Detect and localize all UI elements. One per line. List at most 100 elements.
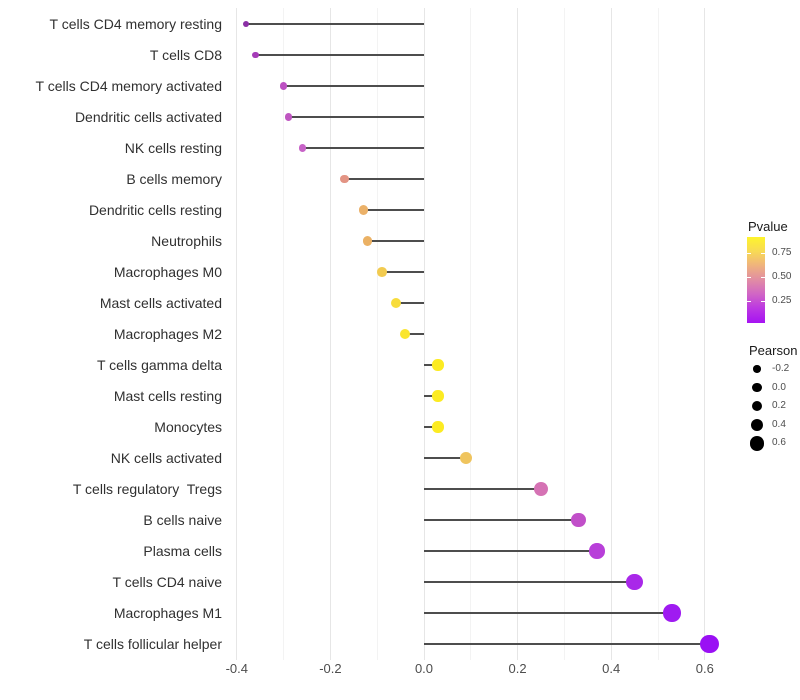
lollipop-dot — [363, 236, 373, 246]
lollipop-stem — [424, 612, 673, 614]
lollipop-stem — [363, 209, 424, 211]
lollipop-stem — [424, 426, 439, 428]
lollipop-stem — [405, 333, 424, 335]
y-axis-label: NK cells resting — [124, 140, 222, 156]
x-axis-tick-label: 0.2 — [508, 661, 527, 676]
pvalue-tick-label: 0.75 — [772, 247, 792, 259]
pvalue-legend-title: Pvalue — [748, 219, 788, 234]
y-axis-label: T cells CD8 — [149, 47, 222, 63]
x-axis-tick-label: 0.6 — [695, 661, 714, 676]
y-axis-label: T cells CD4 naive — [112, 574, 222, 590]
lollipop-dot — [390, 297, 401, 309]
y-axis-label: Monocytes — [154, 419, 222, 435]
pvalue-colorbar — [747, 237, 765, 323]
pearson-legend-dot — [751, 400, 763, 412]
lollipop-stem — [367, 240, 424, 242]
lollipop-dot — [589, 543, 605, 559]
x-gridline-major — [610, 8, 612, 660]
y-axis-label: T cells CD4 memory activated — [35, 78, 222, 94]
lollipop-dot — [663, 604, 681, 622]
lollipop-stem — [302, 147, 424, 149]
y-axis-label: Mast cells resting — [113, 388, 222, 404]
pvalue-tick-mark — [761, 277, 765, 279]
y-axis-label: Macrophages M0 — [113, 264, 222, 280]
pearson-legend-dot — [749, 436, 765, 451]
lollipop-stem — [381, 271, 424, 273]
pearson-legend-label: 0.0 — [772, 381, 786, 393]
lollipop-dot — [534, 482, 548, 496]
x-gridline-minor — [376, 8, 378, 660]
lollipop-stem — [344, 178, 424, 180]
x-gridline-minor — [563, 8, 565, 660]
lollipop-stem — [424, 457, 467, 459]
pearson-legend-dot — [753, 365, 761, 373]
lollipop-dot — [400, 328, 411, 340]
x-gridline-minor — [657, 8, 659, 660]
pearson-legend-dot — [750, 418, 764, 432]
lollipop-dot — [377, 267, 387, 277]
lollipop-dot — [243, 20, 250, 28]
lollipop-dot — [432, 421, 444, 433]
lollipop-stem — [424, 519, 579, 521]
x-gridline-minor — [470, 8, 472, 660]
lollipop-dot — [340, 174, 349, 184]
lollipop-stem — [424, 581, 635, 583]
y-axis-label: B cells memory — [126, 171, 222, 187]
x-axis-tick-label: -0.2 — [319, 661, 342, 676]
pvalue-tick-label: 0.25 — [772, 295, 792, 307]
lollipop-stem — [255, 54, 424, 56]
x-gridline-major — [423, 8, 425, 660]
x-gridline-major — [704, 8, 706, 660]
lollipop-stem — [424, 395, 439, 397]
lollipop-dot — [284, 113, 292, 121]
lollipop-stem — [395, 302, 424, 304]
y-axis-label: T cells regulatory Tregs — [72, 481, 222, 497]
y-axis-label: T cells follicular helper — [83, 636, 222, 652]
lollipop-stem — [288, 116, 424, 118]
y-axis-label: Macrophages M2 — [113, 326, 222, 342]
lollipop-dot — [252, 51, 259, 59]
x-axis-tick-label: 0.4 — [602, 661, 621, 676]
pvalue-tick-label: 0.50 — [772, 271, 792, 283]
lollipop-dot — [280, 82, 288, 90]
x-axis-tick-label: 0.0 — [414, 661, 434, 676]
pvalue-tick-mark — [747, 253, 751, 255]
x-axis-tick-label: -0.4 — [225, 661, 248, 676]
lollipop-dot — [460, 452, 473, 464]
pearson-legend-label: 0.2 — [772, 400, 786, 412]
pearson-legend-dot — [752, 382, 762, 393]
pvalue-tick-mark — [761, 301, 765, 303]
lollipop-stem — [246, 23, 424, 25]
lollipop-dot — [570, 512, 586, 528]
pvalue-tick-mark — [761, 253, 765, 255]
x-gridline-major — [329, 8, 331, 660]
lollipop-stem — [424, 364, 439, 366]
y-axis-label: Dendritic cells activated — [74, 109, 222, 125]
lollipop-dot — [432, 390, 444, 402]
pearson-legend-label: 0.6 — [772, 437, 786, 449]
lollipop-dot — [432, 359, 444, 371]
lollipop-dot — [298, 144, 307, 152]
y-axis-label: T cells gamma delta — [96, 357, 222, 373]
x-gridline-major — [236, 8, 238, 660]
x-gridline-minor — [283, 8, 285, 660]
pvalue-tick-mark — [747, 301, 751, 303]
y-axis-label: Macrophages M1 — [113, 605, 222, 621]
y-axis-label: Dendritic cells resting — [88, 202, 222, 218]
lollipop-stem — [424, 550, 598, 552]
y-axis-label: NK cells activated — [110, 450, 222, 466]
y-axis-label: Plasma cells — [143, 543, 222, 559]
lollipop-stem — [283, 85, 424, 87]
pearson-legend-title: Pearson — [749, 343, 798, 358]
y-axis-label: Mast cells activated — [99, 295, 222, 311]
y-axis-label: T cells CD4 memory resting — [49, 16, 222, 32]
lollipop-stem — [424, 643, 710, 645]
y-axis-label: B cells naive — [143, 512, 222, 528]
lollipop-dot — [358, 205, 368, 215]
lollipop-dot — [700, 634, 719, 654]
lollipop-dot — [626, 573, 643, 591]
pearson-legend-label: 0.4 — [772, 418, 786, 430]
pvalue-tick-mark — [747, 277, 751, 279]
y-axis-label: Neutrophils — [151, 233, 222, 249]
